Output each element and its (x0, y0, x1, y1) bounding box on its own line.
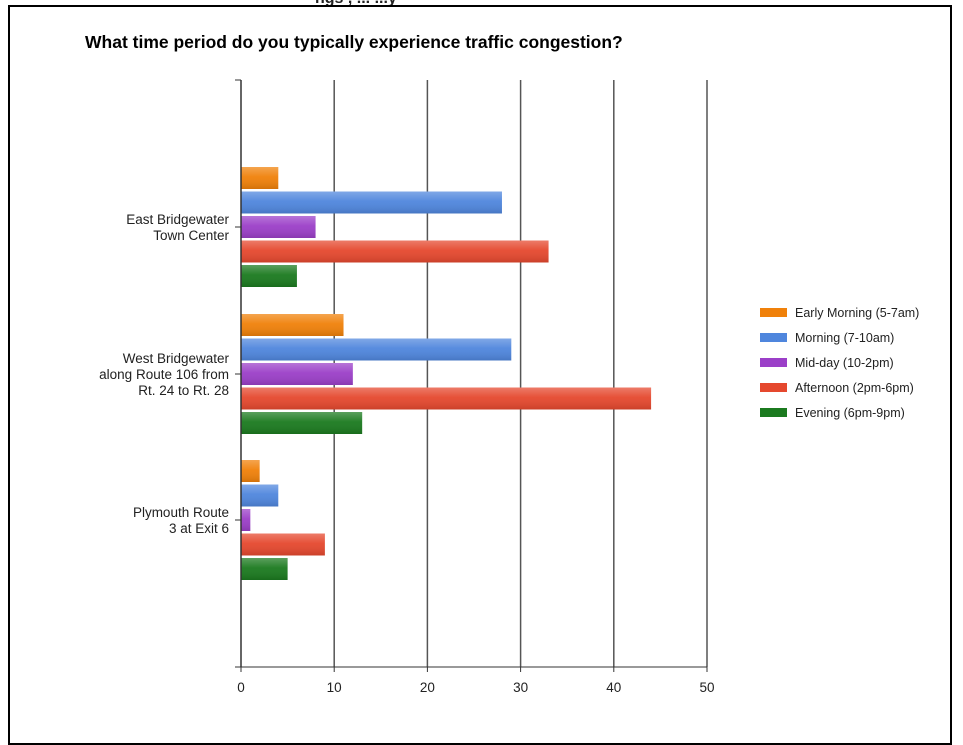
bar-shade-1-3 (241, 460, 260, 482)
bar-series (241, 167, 652, 580)
bar-shade-5-2 (241, 412, 363, 434)
legend-swatch-5 (760, 408, 787, 417)
bar-shade-2-1 (241, 191, 502, 214)
legend-swatch-1 (760, 308, 787, 317)
bar-shade-2-3 (241, 484, 279, 507)
bar-shade-3-3 (241, 509, 251, 531)
grid-lines (333, 80, 708, 667)
category-label-2-line-1: West Bridgewater (123, 351, 230, 366)
bar-shade-4-2 (241, 387, 652, 410)
category-label-1-line-1: East Bridgewater (126, 212, 229, 227)
category-label-3-line-1: Plymouth Route (133, 505, 229, 520)
legend-swatch-3 (760, 358, 787, 367)
category-label-2-line-3: Rt. 24 to Rt. 28 (138, 383, 229, 398)
legend-label-2: Morning (7-10am) (795, 331, 894, 345)
bar-shade-4-1 (241, 240, 549, 263)
legend: Early Morning (5-7am) Morning (7-10am) Mid… (760, 306, 919, 420)
x-tick-label-10: 10 (327, 680, 342, 695)
chart-frame (8, 5, 952, 745)
legend-swatch-2 (760, 333, 787, 342)
x-tick-label-50: 50 (699, 680, 714, 695)
category-label-1-line-2: Town Center (153, 228, 229, 243)
x-tick-label-40: 40 (606, 680, 621, 695)
bar-shade-3-1 (241, 216, 316, 238)
bar-shade-5-1 (241, 265, 297, 287)
category-label-3-line-2: 3 at Exit 6 (169, 521, 229, 536)
bar-shade-1-2 (241, 314, 344, 336)
legend-label-1: Early Morning (5-7am) (795, 306, 919, 320)
axes: 0 10 20 30 40 50 (235, 79, 715, 695)
chart-title: What time period do you typically experi… (85, 32, 623, 52)
legend-swatch-4 (760, 383, 787, 392)
bar-shade-4-3 (241, 533, 325, 556)
x-tick-label-20: 20 (420, 680, 435, 695)
category-label-2-line-2: along Route 106 from (99, 367, 229, 382)
bar-shade-2-2 (241, 338, 512, 361)
bar-shade-1-1 (241, 167, 279, 189)
legend-label-4: Afternoon (2pm-6pm) (795, 381, 914, 395)
x-tick-label-0: 0 (237, 680, 245, 695)
bar-shade-5-3 (241, 558, 288, 580)
legend-label-5: Evening (6pm-9pm) (795, 406, 905, 420)
legend-label-3: Mid-day (10-2pm) (795, 356, 894, 370)
bar-shade-3-2 (241, 363, 353, 385)
x-tick-label-30: 30 (513, 680, 528, 695)
